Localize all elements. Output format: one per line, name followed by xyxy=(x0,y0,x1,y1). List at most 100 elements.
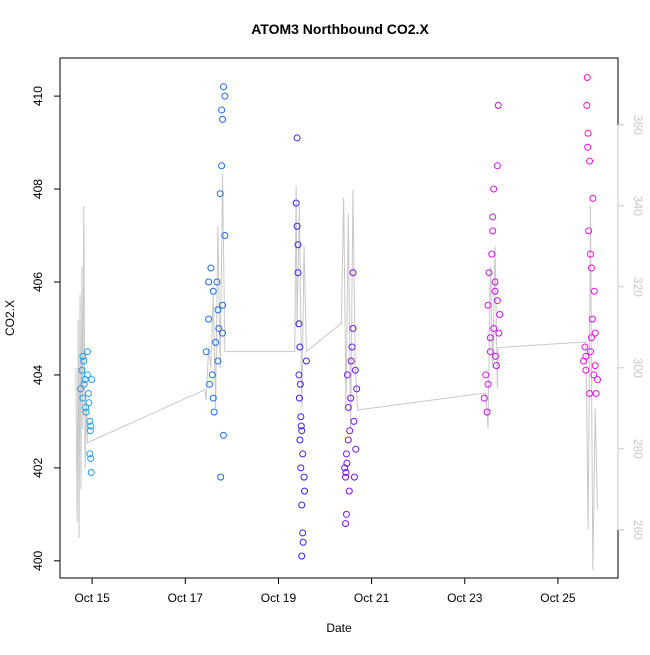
point xyxy=(294,241,302,249)
point xyxy=(586,157,594,165)
point xyxy=(587,250,595,258)
point xyxy=(86,450,94,458)
point xyxy=(82,408,90,416)
point xyxy=(343,459,351,467)
point xyxy=(488,250,496,258)
point xyxy=(494,101,502,109)
point xyxy=(342,473,350,481)
point xyxy=(299,450,307,458)
point xyxy=(80,357,88,365)
point xyxy=(484,380,492,388)
point xyxy=(214,357,222,365)
point xyxy=(215,324,223,332)
point xyxy=(214,306,222,314)
point xyxy=(489,213,497,221)
point xyxy=(351,366,359,374)
point xyxy=(205,278,213,286)
point xyxy=(79,352,87,360)
point xyxy=(342,520,350,528)
point xyxy=(221,92,229,100)
point xyxy=(495,329,503,337)
y-tick-label: 406 xyxy=(31,272,45,292)
x-tick-label: Oct 23 xyxy=(447,591,483,605)
x-tick-label: Oct 25 xyxy=(540,591,576,605)
point xyxy=(210,408,218,416)
point xyxy=(590,371,598,379)
point xyxy=(296,343,304,351)
point xyxy=(85,399,93,407)
point xyxy=(300,473,308,481)
point xyxy=(218,106,226,114)
point xyxy=(79,394,87,402)
point xyxy=(587,334,595,342)
y2-tick-label: 280 xyxy=(631,439,645,459)
point xyxy=(83,348,91,356)
point xyxy=(492,352,500,360)
point xyxy=(345,487,353,495)
point xyxy=(493,162,501,170)
point xyxy=(293,222,301,230)
point xyxy=(587,348,595,356)
point xyxy=(301,487,309,495)
point xyxy=(344,403,352,411)
point xyxy=(296,436,304,444)
point xyxy=(219,83,227,91)
x-tick-label: Oct 21 xyxy=(354,591,390,605)
point xyxy=(219,115,227,123)
point xyxy=(584,129,592,137)
point xyxy=(343,371,351,379)
point xyxy=(207,264,215,272)
y2-tick-label: 320 xyxy=(631,277,645,297)
point xyxy=(86,417,94,425)
point xyxy=(347,394,355,402)
point xyxy=(348,343,356,351)
point xyxy=(342,469,350,477)
x-tick-label: Oct 17 xyxy=(168,591,204,605)
point xyxy=(78,366,86,374)
point xyxy=(299,529,307,537)
point xyxy=(346,427,354,435)
point xyxy=(295,371,303,379)
point xyxy=(583,101,591,109)
point xyxy=(353,385,361,393)
point xyxy=(296,380,304,388)
point xyxy=(298,552,306,560)
point xyxy=(219,301,227,309)
point xyxy=(490,185,498,193)
point xyxy=(483,408,491,416)
point xyxy=(591,329,599,337)
point xyxy=(342,450,350,458)
y2-tick-label: 300 xyxy=(631,358,645,378)
y-axis-label: CO2.X xyxy=(3,300,17,336)
point xyxy=(212,338,220,346)
point xyxy=(484,301,492,309)
point xyxy=(216,190,224,198)
point xyxy=(295,320,303,328)
x-tick-label: Oct 19 xyxy=(261,591,297,605)
x-axis-label: Date xyxy=(326,621,352,635)
point xyxy=(87,455,95,463)
point xyxy=(582,366,590,374)
point xyxy=(218,162,226,170)
point xyxy=(297,413,305,421)
y-tick-label: 400 xyxy=(31,550,45,570)
point xyxy=(76,385,84,393)
chart-title: ATOM3 Northbound CO2.X xyxy=(251,21,429,37)
point xyxy=(585,227,593,235)
point xyxy=(293,134,301,142)
point xyxy=(589,194,597,202)
y2-tick-label: 260 xyxy=(631,520,645,540)
y-tick-label: 404 xyxy=(31,365,45,385)
point xyxy=(219,431,227,439)
point xyxy=(350,473,358,481)
y-tick-label: 410 xyxy=(31,86,45,106)
point xyxy=(491,278,499,286)
point xyxy=(213,278,221,286)
point xyxy=(208,371,216,379)
point xyxy=(490,324,498,332)
point xyxy=(297,422,305,430)
point xyxy=(584,143,592,151)
point xyxy=(221,232,229,240)
point xyxy=(486,334,494,342)
y-tick-label: 408 xyxy=(31,179,45,199)
